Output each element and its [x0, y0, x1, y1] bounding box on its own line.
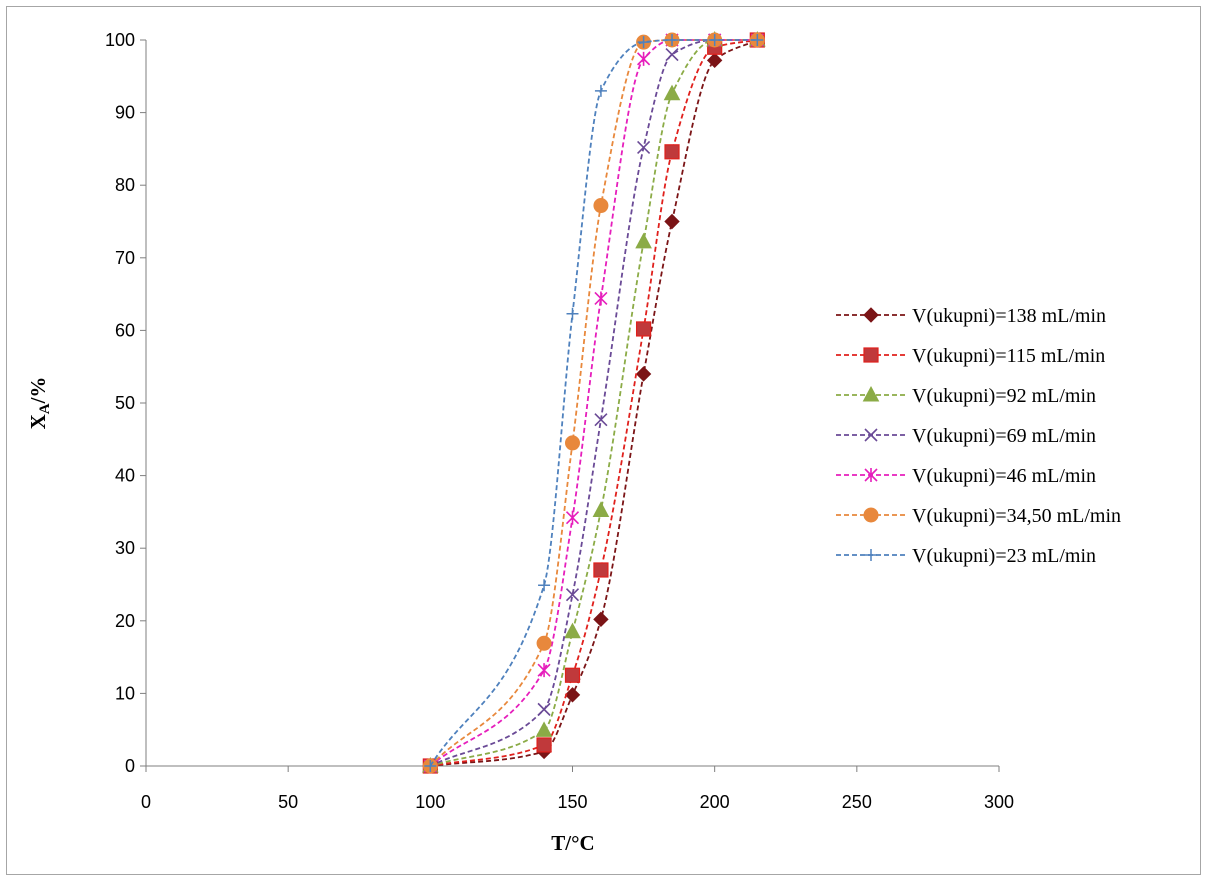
data-point [565, 510, 580, 525]
data-point [564, 667, 581, 683]
y-axis-title-subscript: A [37, 403, 53, 414]
data-point [592, 501, 610, 517]
legend-label: V(ukupni)=46 mL/min [912, 465, 1096, 487]
legend-entry: V(ukupni)=115 mL/min [836, 345, 1105, 367]
y-axis-title-main: X [26, 414, 50, 429]
y-tick-label: 60 [115, 320, 135, 340]
legend-entry: V(ukupni)=23 mL/min [836, 545, 1096, 567]
data-point [564, 687, 581, 703]
x-axis-title: T/°C [551, 831, 594, 855]
y-tick-label: 30 [115, 538, 135, 558]
y-tick-label: 40 [115, 466, 135, 486]
data-point [565, 588, 580, 602]
data-point [537, 663, 551, 678]
chart-area [6, 6, 1201, 875]
y-tick-label: 50 [115, 393, 135, 413]
data-point [536, 737, 552, 753]
legend-entry: V(ukupni)=92 mL/min [836, 385, 1096, 407]
y-tick-label: 0 [125, 756, 135, 776]
legend-marker [864, 468, 878, 482]
y-axis-title: XA/% [26, 377, 53, 430]
legend-marker [862, 385, 880, 402]
data-point [637, 36, 650, 49]
data-point [594, 291, 608, 306]
data-point [635, 321, 652, 337]
series-3 [423, 33, 764, 773]
data-point [594, 413, 608, 427]
y-tick-label: 80 [115, 175, 135, 195]
data-point [535, 721, 553, 737]
legend-entry: V(ukupni)=46 mL/min [836, 465, 1096, 487]
data-point [538, 579, 551, 592]
data-point [593, 562, 609, 578]
data-point [665, 47, 679, 62]
series-line [429, 39, 758, 767]
legend-label: V(ukupni)=23 mL/min [912, 545, 1096, 567]
series-line [429, 39, 758, 767]
x-tick-label: 250 [842, 792, 872, 812]
y-tick-label: 70 [115, 248, 135, 268]
series-line [429, 39, 758, 767]
series-line [429, 39, 758, 767]
legend-marker [864, 428, 878, 442]
data-point [564, 622, 581, 639]
legend-label: V(ukupni)=69 mL/min [912, 425, 1096, 447]
y-tick-label: 100 [105, 30, 135, 50]
legend-entry: V(ukupni)=34,50 mL/min [836, 505, 1121, 527]
series-6 [424, 34, 764, 772]
x-tick-label: 100 [415, 792, 445, 812]
legend-marker [863, 507, 879, 523]
legend-marker [863, 347, 879, 363]
data-point [635, 366, 652, 382]
legend-marker [863, 307, 879, 323]
y-tick-label: 90 [115, 103, 135, 123]
series-2 [421, 30, 766, 773]
data-point [594, 84, 607, 97]
data-point [593, 611, 609, 628]
legend-label: V(ukupni)=92 mL/min [912, 385, 1096, 407]
x-tick-label: 150 [557, 792, 587, 812]
data-point [566, 307, 579, 320]
data-point [664, 213, 680, 230]
legend: V(ukupni)=138 mL/min V(ukupni)=115 mL/min… [836, 305, 1121, 567]
data-point [706, 52, 723, 69]
data-point [537, 702, 551, 716]
series-line [430, 39, 758, 767]
data-point [751, 34, 764, 46]
y-tick-label: 20 [115, 611, 135, 631]
legend-label: V(ukupni)=115 mL/min [912, 345, 1105, 367]
x-tick-label: 200 [700, 792, 730, 812]
axes: 0 10 20 30 40 50 60 70 80 90 100 0 50 100 150 200 250 300 [105, 30, 1014, 812]
x-tick-label: 50 [278, 792, 298, 812]
data-point [637, 140, 651, 155]
legend-entry: V(ukupni)=69 mL/min [836, 425, 1096, 447]
data-point [635, 232, 652, 249]
y-tick-label: 10 [115, 683, 135, 703]
x-tick-label: 0 [141, 792, 151, 812]
series-line [430, 39, 758, 767]
series-4 [423, 33, 764, 773]
data-point [708, 34, 721, 46]
data-point [664, 144, 680, 160]
legend-label: V(ukupni)=138 mL/min [912, 305, 1106, 327]
legend-marker [865, 549, 877, 561]
series-0 [422, 32, 766, 774]
series-1 [422, 32, 765, 774]
legend-label: V(ukupni)=34,50 mL/min [912, 505, 1121, 527]
x-tick-label: 300 [984, 792, 1014, 812]
series-layer [421, 30, 766, 774]
legend-entry: V(ukupni)=138 mL/min [836, 305, 1106, 327]
data-point [666, 34, 679, 46]
series-line [430, 39, 758, 767]
data-point [593, 198, 609, 214]
data-point [536, 635, 552, 651]
data-point [424, 760, 437, 772]
data-point [637, 51, 651, 66]
series-5 [422, 32, 765, 774]
y-axis-title-suffix: /% [26, 377, 50, 405]
data-point [565, 435, 580, 451]
data-point [663, 84, 681, 101]
